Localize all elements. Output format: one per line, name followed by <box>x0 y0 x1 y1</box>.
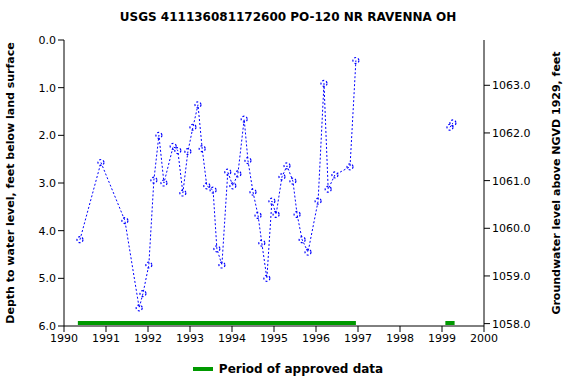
svg-text:Depth to water level, feet bel: Depth to water level, feet below land su… <box>8 42 17 323</box>
svg-text:1991: 1991 <box>92 332 120 345</box>
svg-text:1063.0: 1063.0 <box>492 79 531 92</box>
svg-text:5.0: 5.0 <box>39 272 57 285</box>
svg-text:2.0: 2.0 <box>39 129 57 142</box>
svg-text:1062.0: 1062.0 <box>492 127 531 140</box>
svg-text:0.0: 0.0 <box>39 34 57 47</box>
svg-text:1993: 1993 <box>176 332 204 345</box>
svg-text:1990: 1990 <box>50 332 78 345</box>
svg-text:1994: 1994 <box>218 332 246 345</box>
svg-text:1061.0: 1061.0 <box>492 175 531 188</box>
svg-text:1992: 1992 <box>134 332 162 345</box>
svg-text:1.0: 1.0 <box>39 82 57 95</box>
svg-text:1060.0: 1060.0 <box>492 222 531 235</box>
svg-text:1058.0: 1058.0 <box>492 318 531 331</box>
svg-text:3.0: 3.0 <box>39 177 57 190</box>
svg-text:1995: 1995 <box>260 332 288 345</box>
svg-text:1998: 1998 <box>386 332 414 345</box>
html-text:Period of approved data: Period of approved data <box>218 362 384 376</box>
svg-text:Groundwater level above NGVD 1: Groundwater level above NGVD 1929, feet <box>550 51 563 314</box>
svg-text:2000: 2000 <box>470 332 498 345</box>
svg-text:1999: 1999 <box>428 332 456 345</box>
svg-text:4.0: 4.0 <box>39 225 57 238</box>
html-text:USGS 411136081172600 PO-120 NR: USGS 411136081172600 PO-120 NR RAVENNA O… <box>119 10 457 24</box>
svg-text:1997: 1997 <box>344 332 372 345</box>
svg-text:6.0: 6.0 <box>39 320 57 333</box>
svg-text:1996: 1996 <box>302 332 330 345</box>
svg-text:1059.0: 1059.0 <box>492 270 531 283</box>
